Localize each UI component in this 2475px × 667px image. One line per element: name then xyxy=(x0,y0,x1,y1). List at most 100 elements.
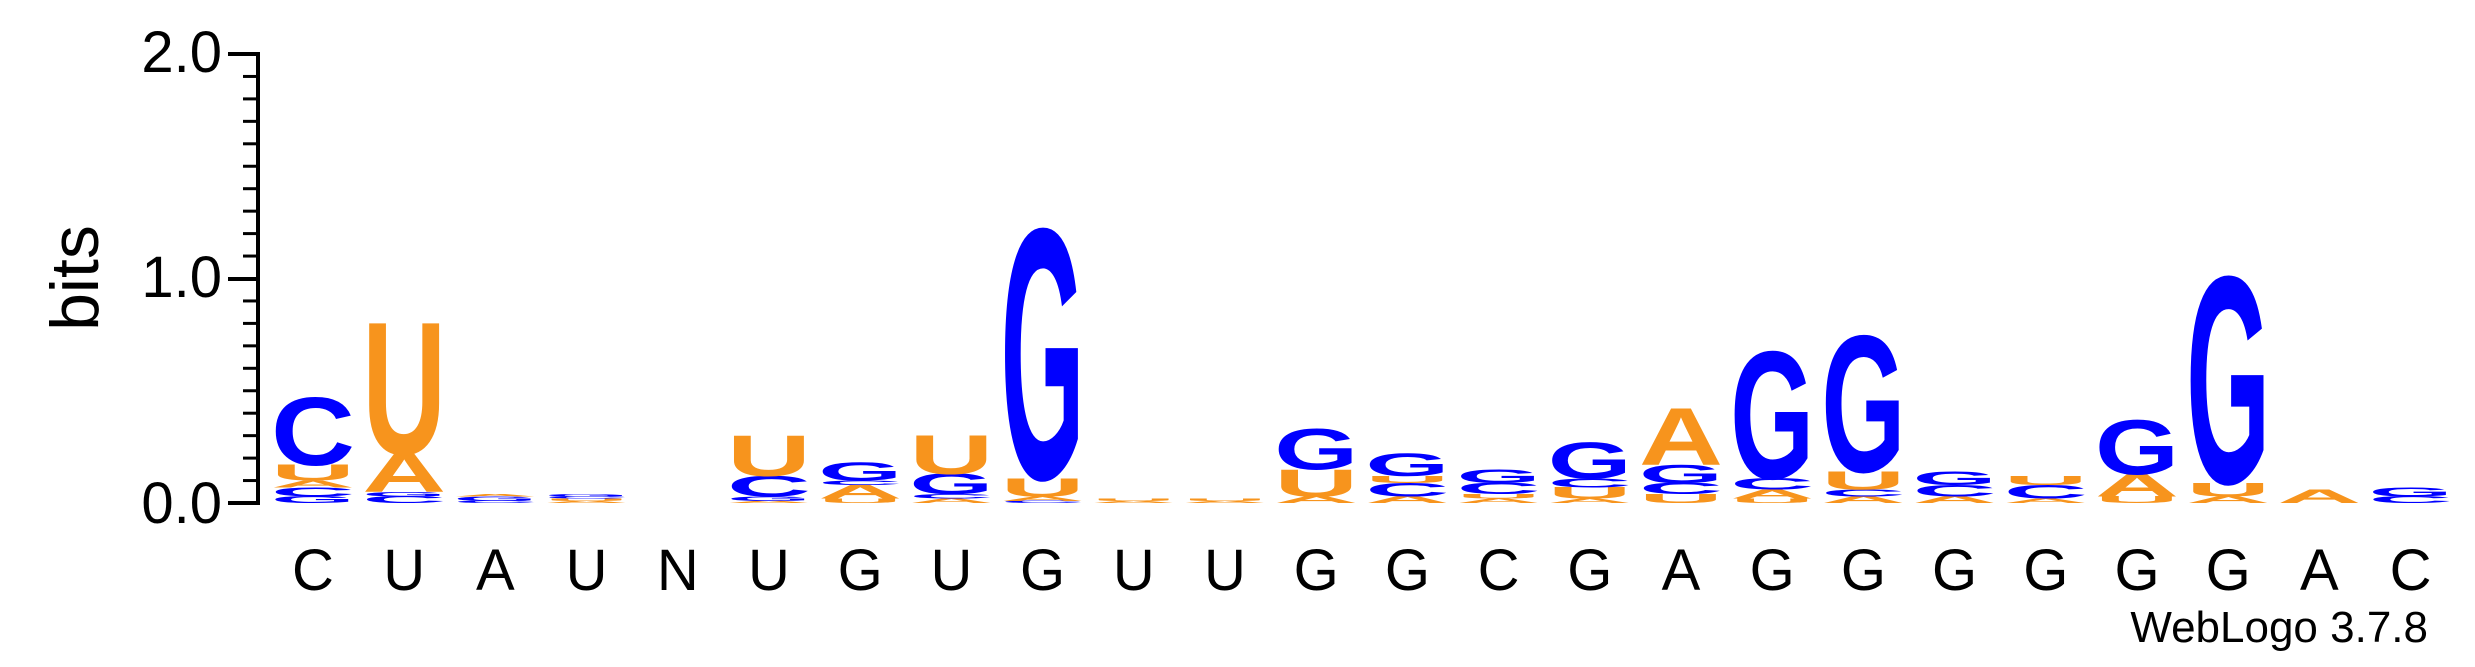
logo-letter-C: C xyxy=(1365,479,1449,501)
x-tick-label: U xyxy=(1113,538,1155,603)
logo-letter-A: A xyxy=(1001,495,1085,502)
logo-letter-G: G xyxy=(1274,417,1358,483)
logo-letter-U: U xyxy=(1548,484,1632,502)
logo-letter-U: U xyxy=(1457,493,1541,500)
logo-letter-C: C xyxy=(2004,481,2088,503)
x-tick-label: G xyxy=(1932,538,1977,603)
logo-letter-G: G xyxy=(2369,485,2453,500)
x-tick-label: A xyxy=(2300,538,2339,603)
logo-letter-U: U xyxy=(1821,466,1905,495)
logo-letter-G: G xyxy=(727,495,811,502)
logo-letter-U: U xyxy=(1183,498,1267,502)
x-tick-label: U xyxy=(1204,538,1246,603)
logo-letter-A: A xyxy=(2186,494,2270,505)
logo-letter-G: G xyxy=(271,494,355,505)
logo-letter-A: A xyxy=(818,481,902,503)
logo-letter-A: A xyxy=(1092,500,1176,504)
logo-letter-C: C xyxy=(545,496,629,500)
logo-letter-U: U xyxy=(2095,494,2179,505)
logo-letter-G: G xyxy=(545,493,629,497)
logo-letter-A: A xyxy=(2004,497,2088,504)
x-tick-label: G xyxy=(1567,538,1612,603)
y-axis: 2.0 1.0 0.0 bits xyxy=(37,20,260,536)
logo-letter-U: U xyxy=(818,497,902,504)
logo-letter-C: C xyxy=(1457,479,1541,497)
logo-letter-G: G xyxy=(1365,447,1449,483)
logo-letter-C: C xyxy=(1548,475,1632,490)
logo-letter-A: A xyxy=(2095,467,2179,503)
logo-letter-A: A xyxy=(909,497,993,504)
logo-letter-C: C xyxy=(1730,475,1814,493)
x-tick-label: U xyxy=(930,538,972,603)
logo-letter-A: A xyxy=(1457,497,1541,504)
logo-letter-C: C xyxy=(909,493,993,500)
logo-letter-C: C xyxy=(362,494,446,505)
logo-letter-U: U xyxy=(1365,474,1449,485)
logo-letter-C: C xyxy=(453,500,537,504)
logo-letter-U: U xyxy=(1274,461,1358,505)
y-tick-label-0: 0.0 xyxy=(141,471,222,536)
logo-letter-U: U xyxy=(909,425,993,486)
logo-letter-A: A xyxy=(2277,485,2361,507)
x-tick-label: G xyxy=(838,538,883,603)
logo-letter-G: G xyxy=(2186,216,2270,547)
logo-letter-A: A xyxy=(271,479,355,490)
logo-letter-A: A xyxy=(1639,392,1723,483)
logo-letter-A: A xyxy=(1365,494,1449,505)
logo-letter-A: A xyxy=(545,500,629,504)
logo-letter-G: G xyxy=(909,467,993,500)
x-tick-label: G xyxy=(2023,538,2068,603)
logo-letter-U: U xyxy=(362,284,446,495)
x-tick-label: G xyxy=(2206,538,2251,603)
x-tick-label: G xyxy=(2114,538,2159,603)
logo-letter-C: C xyxy=(271,377,355,486)
logo-letter-C: C xyxy=(2369,494,2453,505)
logo-letter-G: G xyxy=(1913,468,1997,490)
logo-letter-C: C xyxy=(271,484,355,499)
logo-letter-C: C xyxy=(1913,482,1997,500)
logo-letter-C: C xyxy=(727,470,811,503)
logo-letter-U: U xyxy=(545,498,629,502)
logo-letter-A: A xyxy=(1274,494,1358,505)
x-tick-label: A xyxy=(476,538,515,603)
y-tick-label-1: 1.0 xyxy=(141,245,222,310)
x-tick-label: G xyxy=(1750,538,1795,603)
logo-letter-G: G xyxy=(362,490,446,497)
y-minor-ticks xyxy=(243,74,258,483)
x-tick-label: C xyxy=(292,538,334,603)
logo-letter-G: G xyxy=(818,457,902,486)
x-tick-label: G xyxy=(1841,538,1886,603)
logo-letter-G: G xyxy=(1730,313,1814,518)
logo-letter-U: U xyxy=(2004,473,2088,488)
x-tick-label: G xyxy=(1294,538,1339,603)
x-tick-label: C xyxy=(2390,538,2432,603)
logo-letter-G: G xyxy=(453,495,537,502)
logo-letter-A: A xyxy=(1548,497,1632,504)
logo-letter-A: A xyxy=(1913,494,1997,505)
logo-letter-A: A xyxy=(362,442,446,503)
x-tick-label: G xyxy=(1385,538,1430,603)
x-tick-label: N xyxy=(657,538,699,603)
logo-letter-C: C xyxy=(1001,500,1085,504)
logo-letter-U: U xyxy=(271,460,355,486)
logo-letter-U: U xyxy=(1730,497,1814,504)
logo-letter-U: U xyxy=(1639,491,1723,506)
x-tick-label: U xyxy=(383,538,425,603)
y-tick-label-2: 2.0 xyxy=(141,20,222,85)
logo-letter-A: A xyxy=(453,493,537,497)
logo-letter-G: G xyxy=(2095,403,2179,490)
logo-letter-G: G xyxy=(1457,465,1541,487)
logo-letter-U: U xyxy=(1001,473,1085,502)
logo-letter-A: A xyxy=(1183,500,1267,504)
logo-letter-G: G xyxy=(1001,155,1085,556)
logo-letter-G: G xyxy=(1821,294,1905,513)
weblogo-credit: WebLogo 3.7.8 xyxy=(2130,603,2428,652)
x-tick-label: G xyxy=(1020,538,1065,603)
logo-letter-C: C xyxy=(1821,487,1905,498)
logo-letter-C: C xyxy=(818,479,902,486)
x-tick-label: C xyxy=(1478,538,1520,603)
y-axis-label: bits xyxy=(37,225,113,331)
